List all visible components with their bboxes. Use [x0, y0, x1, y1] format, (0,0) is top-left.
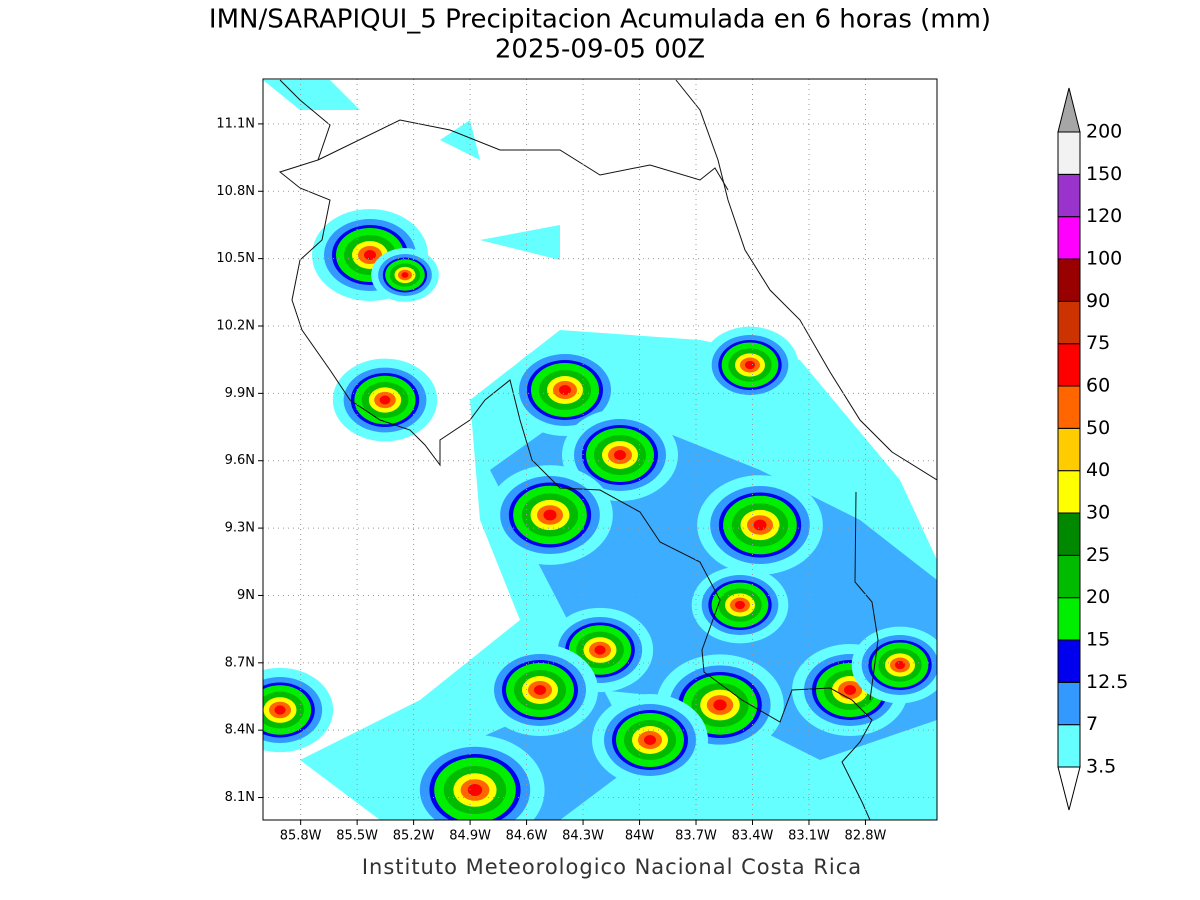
- colorbar-label: 3.5: [1086, 756, 1116, 778]
- rain-cell: [332, 358, 438, 442]
- colorbar-label: 20: [1086, 586, 1110, 608]
- rain-cell: [487, 465, 613, 565]
- y-tick-label: 9.9N: [225, 386, 255, 401]
- map-frame: [262, 78, 938, 821]
- x-tick-label: 85.2W: [393, 829, 435, 844]
- precip-field: [263, 79, 937, 820]
- title: IMN/SARAPIQUI_5 Precipitacion Acumulada …: [209, 5, 991, 35]
- colorbar-segment: [1057, 385, 1081, 429]
- colorbar-segment: [1057, 470, 1081, 514]
- x-tick-label: 84.6W: [506, 829, 548, 844]
- colorbar-label: 12.5: [1086, 671, 1128, 693]
- colorbar-segment: [1057, 554, 1081, 599]
- colorbar-segment: [1057, 639, 1081, 683]
- x-tick-label: 83.1W: [788, 829, 830, 844]
- rain-cell: [701, 326, 799, 404]
- colorbar-segment: [1057, 597, 1081, 641]
- colorbar-segment: [1057, 724, 1081, 768]
- x-tick-label: 84W: [625, 829, 655, 844]
- precip-area: [263, 80, 560, 260]
- colorbar-arrow: [1057, 766, 1081, 811]
- colorbar-label: 40: [1086, 459, 1110, 481]
- rain-cell: [697, 475, 823, 575]
- colorbar-segment: [1057, 427, 1081, 472]
- colorbar-label: 75: [1086, 332, 1110, 354]
- colorbar-label: 100: [1086, 248, 1122, 270]
- colorbar-segment: [1057, 216, 1081, 260]
- coastline: [278, 79, 937, 820]
- colorbar-label: 60: [1086, 375, 1110, 397]
- colorbar-segment: [1057, 258, 1081, 302]
- x-tick-label: 82.8W: [845, 829, 887, 844]
- y-tick-label: 8.4N: [225, 723, 255, 738]
- y-tick-label: 10.5N: [216, 251, 255, 266]
- rain-cell: [263, 667, 334, 753]
- colorbar-label: 30: [1086, 502, 1110, 524]
- y-tick-label: 8.1N: [225, 790, 255, 805]
- colorbar-segment: [1057, 173, 1081, 218]
- colorbar-segment: [1057, 131, 1081, 175]
- y-tick-label: 10.8N: [216, 184, 255, 199]
- x-tick-label: 85.8W: [280, 829, 322, 844]
- colorbar-label: 120: [1086, 205, 1122, 227]
- x-tick-label: 85.5W: [336, 829, 378, 844]
- colorbar-label: 15: [1086, 629, 1110, 651]
- colorbar-label: 25: [1086, 544, 1110, 566]
- y-tick-label: 9.6N: [225, 453, 255, 468]
- y-tick-label: 9.3N: [225, 521, 255, 536]
- y-tick-label: 11.1N: [216, 116, 255, 131]
- rain-cell: [851, 626, 937, 704]
- rain-cell: [691, 566, 789, 644]
- colorbar-label: 7: [1086, 713, 1098, 735]
- colorbar-segment: [1057, 343, 1081, 387]
- colorbar-label: 200: [1086, 121, 1122, 143]
- rain-cell: [482, 644, 598, 736]
- x-tick-label: 84.9W: [449, 829, 491, 844]
- x-tick-label: 83.4W: [732, 829, 774, 844]
- y-tick-label: 9N: [237, 588, 255, 603]
- subtitle: 2025-09-05 00Z: [495, 35, 705, 65]
- colorbar-arrow: [1057, 87, 1081, 133]
- colorbar-segment: [1057, 681, 1081, 726]
- x-tick-label: 83.7W: [675, 829, 717, 844]
- colorbar-label: 90: [1086, 290, 1110, 312]
- y-tick-label: 10.2N: [216, 319, 255, 334]
- colorbar-segment: [1057, 300, 1081, 345]
- colorbar-label: 150: [1086, 163, 1122, 185]
- colorbar-segment: [1057, 512, 1081, 556]
- colorbar-label: 50: [1086, 417, 1110, 439]
- x-tick-label: 84.3W: [562, 829, 604, 844]
- footer: Instituto Meteorologico Nacional Costa R…: [362, 855, 862, 879]
- rain-cell: [371, 248, 439, 302]
- y-tick-label: 8.7N: [225, 655, 255, 670]
- rain-cell: [592, 694, 708, 786]
